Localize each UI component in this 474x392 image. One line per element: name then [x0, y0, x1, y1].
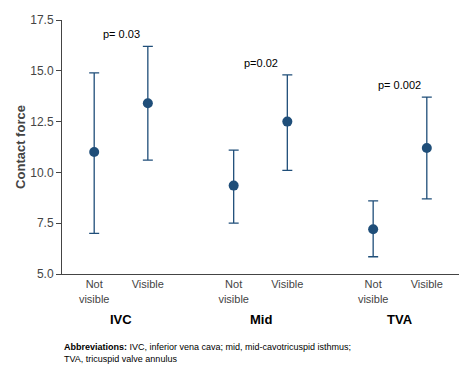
svg-text:Notvisible: Notvisible	[79, 278, 110, 304]
svg-text:p= 0.03: p= 0.03	[103, 28, 140, 40]
svg-text:Abbreviations: IVC, inferior v: Abbreviations: IVC, inferior vena cava; …	[64, 342, 351, 364]
svg-text:p= 0.002: p= 0.002	[378, 79, 421, 91]
svg-text:Visible: Visible	[411, 278, 443, 290]
svg-text:Visible: Visible	[271, 278, 303, 290]
svg-text:5.0: 5.0	[37, 267, 54, 281]
svg-text:p=0.02: p=0.02	[244, 57, 278, 69]
svg-text:Notvisible: Notvisible	[358, 278, 389, 304]
svg-text:IVC: IVC	[110, 312, 132, 327]
svg-text:Notvisible: Notvisible	[218, 278, 249, 304]
svg-text:7.5: 7.5	[37, 216, 54, 230]
svg-text:12.5: 12.5	[30, 115, 54, 129]
svg-text:Visible: Visible	[132, 278, 164, 290]
svg-text:Contact force: Contact force	[13, 105, 28, 189]
svg-text:Mid: Mid	[250, 312, 272, 327]
svg-text:15.0: 15.0	[30, 64, 54, 78]
svg-text:10.0: 10.0	[30, 166, 54, 180]
svg-text:17.5: 17.5	[30, 13, 54, 27]
svg-text:TVA: TVA	[387, 312, 413, 327]
